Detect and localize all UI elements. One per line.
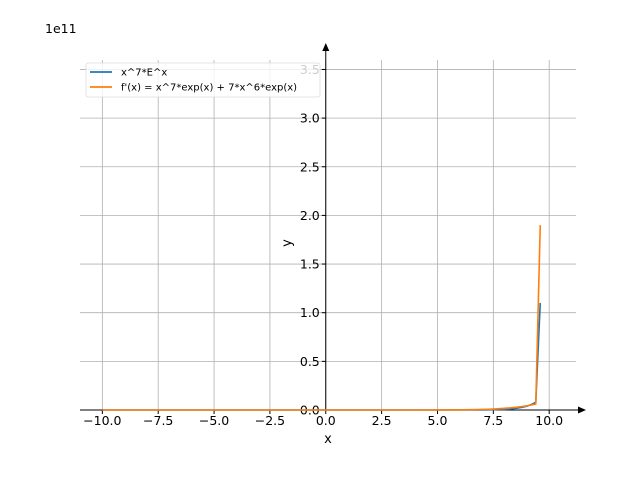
x-tick-label-0: −10.0	[83, 413, 121, 428]
y-tick-label-2: 1.0	[300, 305, 320, 320]
y-axis-label: y	[280, 239, 295, 247]
tick-labels: −10.0 −7.5 −5.0 −2.5 0.0 2.5 5.0 7.5 10.00.00.51…	[83, 62, 563, 428]
x-axis-label: x	[324, 432, 332, 447]
x-tick-label-8: 10.0	[535, 413, 563, 428]
y-tick-label-3: 1.5	[300, 257, 320, 272]
y-tick-label-1: 0.5	[300, 354, 320, 369]
x-tick-label-1: −7.5	[143, 413, 173, 428]
x-tick-label-4: 0.0	[316, 413, 336, 428]
y-offset-label: 1e11	[45, 21, 77, 36]
x-tick-label-5: 2.5	[372, 413, 392, 428]
series-line-1	[102, 225, 542, 411]
x-tick-label-2: −5.0	[199, 413, 229, 428]
x-tick-label-7: 7.5	[483, 413, 503, 428]
legend-label-0: x^7*E^x	[121, 68, 167, 79]
series-lines	[102, 225, 542, 411]
x-axis-arrow	[578, 406, 586, 414]
y-tick-label-5: 2.5	[300, 159, 320, 174]
legend-label-1: f'(x) = x^7*exp(x) + 7*x^6*exp(x)	[121, 83, 297, 94]
axes	[80, 43, 586, 414]
legend: x^7*E^x f'(x) = x^7*exp(x) + 7*x^6*exp(x)	[85, 62, 321, 98]
series-line-0	[102, 302, 542, 411]
x-tick-label-6: 5.0	[428, 413, 448, 428]
y-axis-arrow	[322, 43, 330, 51]
legend-box	[85, 62, 321, 98]
y-tick-label-6: 3.0	[300, 111, 320, 126]
x-tick-label-3: −2.5	[255, 413, 285, 428]
grid-lines	[80, 60, 576, 411]
y-tick-label-4: 2.0	[300, 208, 320, 223]
